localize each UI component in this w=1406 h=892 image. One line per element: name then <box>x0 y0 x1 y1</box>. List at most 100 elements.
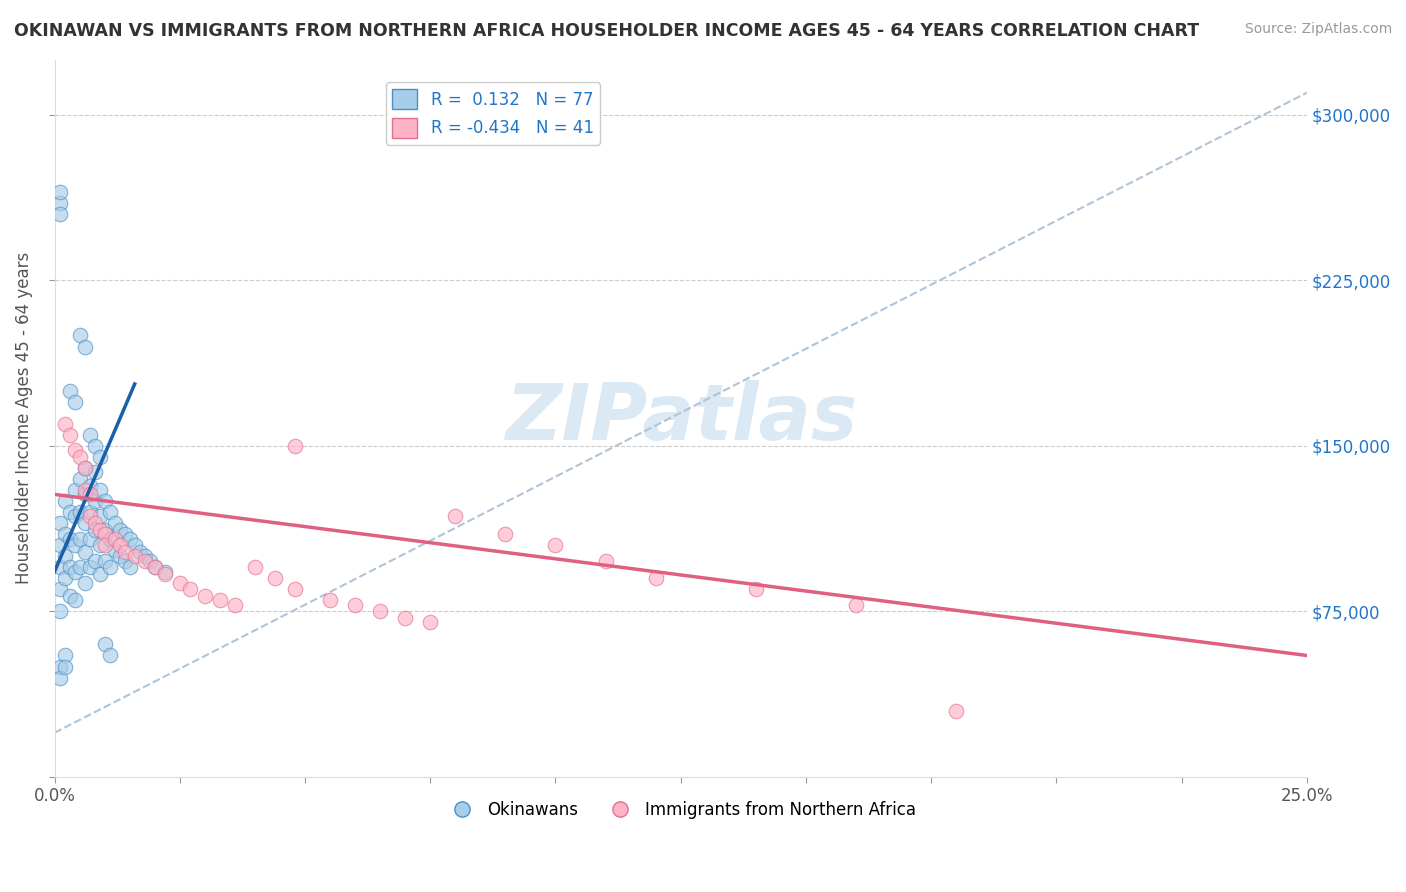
Point <box>89 483 111 497</box>
Point <box>83 516 105 530</box>
Point <box>128 545 150 559</box>
Point <box>114 553 136 567</box>
Point <box>79 509 101 524</box>
Point <box>89 450 111 464</box>
Point <box>595 553 617 567</box>
Point <box>48 185 70 199</box>
Point <box>48 604 70 618</box>
Point <box>93 538 115 552</box>
Point <box>79 478 101 492</box>
Point <box>73 339 96 353</box>
Point <box>98 648 121 663</box>
Point <box>945 704 967 718</box>
Point <box>444 509 467 524</box>
Point <box>53 549 76 564</box>
Point <box>284 582 307 597</box>
Point <box>69 505 91 519</box>
Point <box>63 593 86 607</box>
Point <box>153 565 176 579</box>
Point <box>134 553 156 567</box>
Point <box>104 516 127 530</box>
Point <box>58 427 80 442</box>
Point <box>58 505 80 519</box>
Point <box>48 582 70 597</box>
Y-axis label: Householder Income Ages 45 - 64 years: Householder Income Ages 45 - 64 years <box>15 252 32 584</box>
Point <box>169 575 191 590</box>
Point <box>93 527 115 541</box>
Point <box>48 671 70 685</box>
Point <box>224 598 246 612</box>
Point <box>494 527 516 541</box>
Point <box>69 328 91 343</box>
Point <box>98 560 121 574</box>
Point <box>48 196 70 211</box>
Point <box>108 538 131 552</box>
Point <box>73 487 96 501</box>
Point <box>179 582 201 597</box>
Point <box>53 494 76 508</box>
Point <box>93 523 115 537</box>
Point <box>194 589 217 603</box>
Point <box>83 523 105 537</box>
Point <box>69 472 91 486</box>
Point <box>79 505 101 519</box>
Point <box>48 516 70 530</box>
Point <box>319 593 342 607</box>
Point <box>118 532 141 546</box>
Point <box>394 611 416 625</box>
Point <box>58 384 80 398</box>
Point <box>83 465 105 479</box>
Point <box>419 615 441 630</box>
Point <box>544 538 567 552</box>
Point <box>104 542 127 557</box>
Point <box>58 532 80 546</box>
Point <box>243 560 266 574</box>
Point <box>83 439 105 453</box>
Point <box>89 566 111 581</box>
Point <box>89 509 111 524</box>
Point <box>143 560 166 574</box>
Point <box>79 427 101 442</box>
Text: ZIPatlas: ZIPatlas <box>505 380 856 456</box>
Point <box>63 483 86 497</box>
Point <box>93 494 115 508</box>
Point <box>63 443 86 458</box>
Point <box>114 527 136 541</box>
Point <box>48 659 70 673</box>
Point <box>73 461 96 475</box>
Point <box>83 494 105 508</box>
Point <box>69 532 91 546</box>
Point <box>48 538 70 552</box>
Point <box>53 527 76 541</box>
Point <box>69 450 91 464</box>
Point <box>138 553 160 567</box>
Point <box>73 461 96 475</box>
Point <box>93 553 115 567</box>
Point <box>264 571 287 585</box>
Legend: Okinawans, Immigrants from Northern Africa: Okinawans, Immigrants from Northern Afri… <box>439 795 922 826</box>
Point <box>73 516 96 530</box>
Point <box>73 483 96 497</box>
Point <box>73 545 96 559</box>
Point <box>79 487 101 501</box>
Point <box>48 560 70 574</box>
Point <box>63 394 86 409</box>
Point <box>98 532 121 546</box>
Point <box>134 549 156 564</box>
Point <box>108 549 131 564</box>
Point <box>114 545 136 559</box>
Point <box>58 560 80 574</box>
Point <box>53 648 76 663</box>
Point <box>124 538 146 552</box>
Point <box>104 532 127 546</box>
Point <box>48 207 70 221</box>
Point <box>845 598 868 612</box>
Point <box>208 593 231 607</box>
Point <box>153 566 176 581</box>
Point <box>344 598 367 612</box>
Point <box>83 553 105 567</box>
Point <box>53 417 76 431</box>
Point <box>73 575 96 590</box>
Point <box>53 571 76 585</box>
Point <box>69 560 91 574</box>
